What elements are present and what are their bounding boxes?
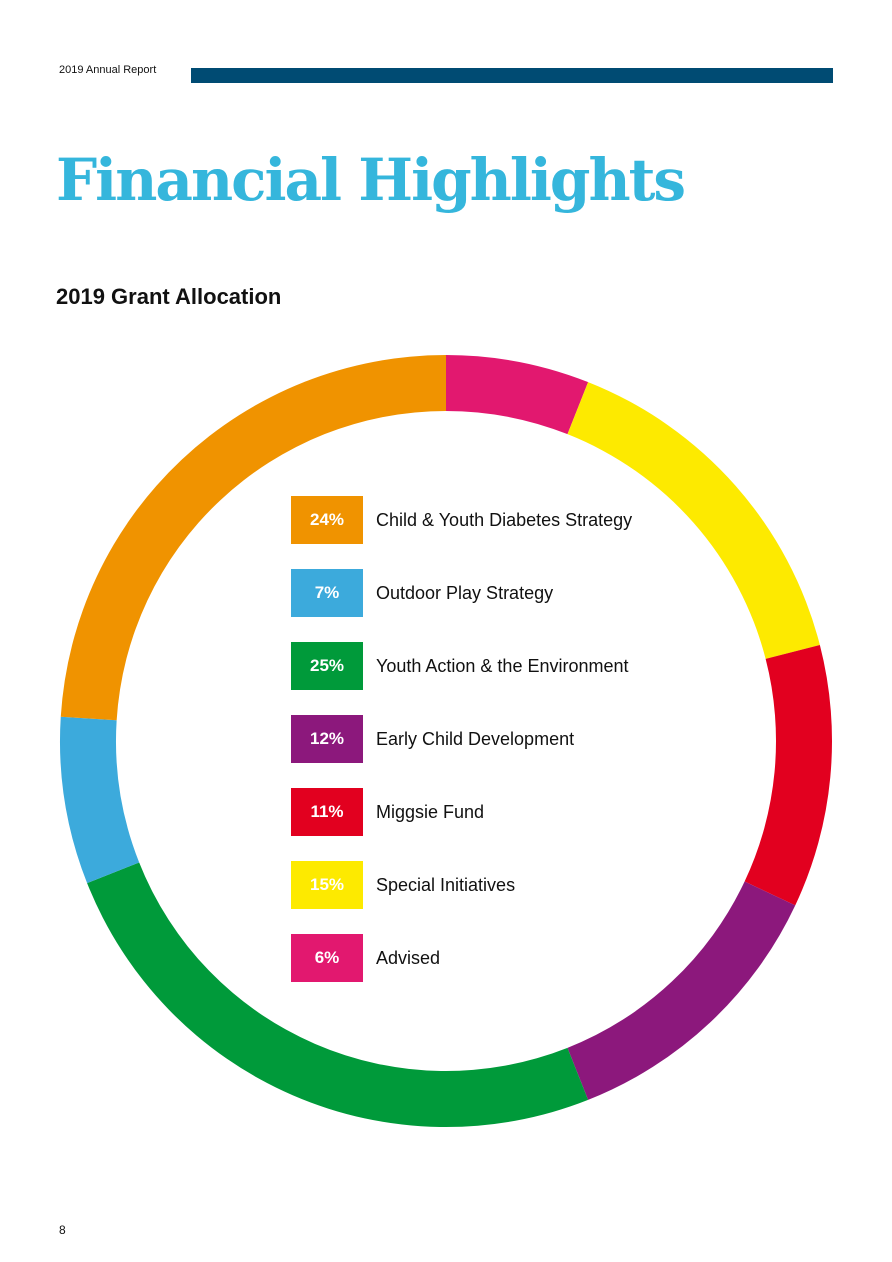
legend-value-box: 11% xyxy=(291,788,363,836)
legend-value-box: 12% xyxy=(291,715,363,763)
legend-item: 24% Child & Youth Diabetes Strategy xyxy=(291,496,632,544)
legend-item: 15% Special Initiatives xyxy=(291,861,515,909)
legend-value-box: 7% xyxy=(291,569,363,617)
legend-item: 25% Youth Action & the Environment xyxy=(291,642,629,690)
donut-slice xyxy=(87,862,589,1127)
legend-value-box: 24% xyxy=(291,496,363,544)
legend-label: Youth Action & the Environment xyxy=(376,655,629,676)
legend-item: 11% Miggsie Fund xyxy=(291,788,484,836)
donut-slice xyxy=(59,716,140,884)
donut-slice xyxy=(446,355,589,435)
legend-label: Special Initiatives xyxy=(376,874,516,895)
donut-slice xyxy=(60,355,446,721)
legend-value-box: 25% xyxy=(291,642,363,690)
report-label: 2019 Annual Report xyxy=(59,64,157,76)
legend-item: 6% Advised xyxy=(291,934,440,982)
page-number: 8 xyxy=(59,1223,66,1237)
page-title: Financial Highlights xyxy=(56,146,686,214)
legend-label: Advised xyxy=(376,947,441,968)
legend-label: Miggsie Fund xyxy=(376,801,485,822)
header-bar xyxy=(191,68,833,83)
chart-title: 2019 Grant Allocation xyxy=(56,284,282,309)
donut-slice xyxy=(567,881,796,1100)
legend-item: 12% Early Child Development xyxy=(291,715,574,763)
legend-item: 7% Outdoor Play Strategy xyxy=(291,569,553,617)
legend-label: Child & Youth Diabetes Strategy xyxy=(376,509,633,530)
legend-label: Early Child Development xyxy=(376,728,575,749)
legend-label: Outdoor Play Strategy xyxy=(376,582,554,603)
legend-value-box: 15% xyxy=(291,861,363,909)
donut-slice xyxy=(744,645,833,906)
donut-slice xyxy=(567,382,820,659)
legend-value-box: 6% xyxy=(291,934,363,982)
